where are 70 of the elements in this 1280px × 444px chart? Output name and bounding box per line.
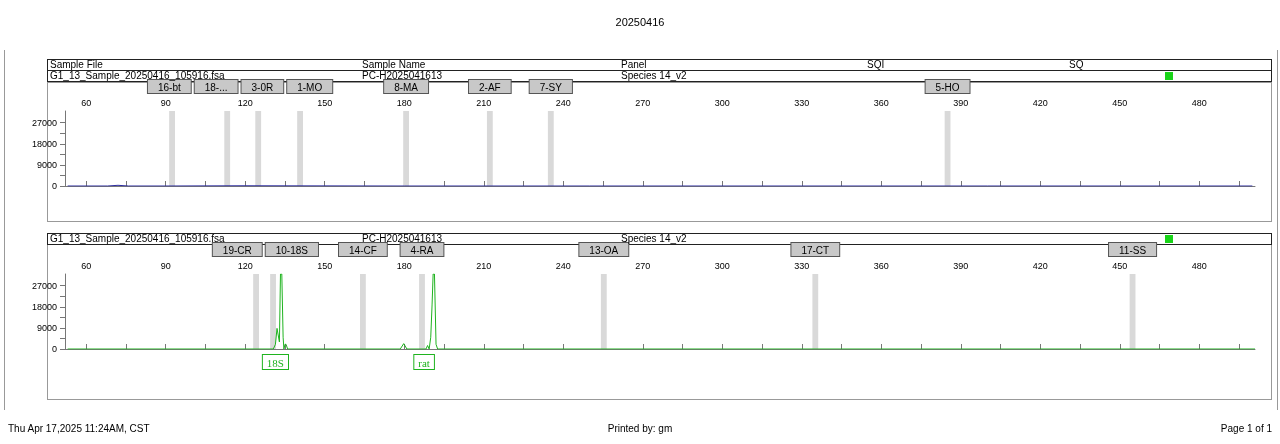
x-tick-label: 390 bbox=[953, 97, 969, 108]
x-tick-label: 360 bbox=[873, 97, 889, 108]
x-tick-label: 420 bbox=[1032, 260, 1048, 271]
text: PC-H2025041613 bbox=[362, 70, 443, 81]
x-tick-label: 480 bbox=[1191, 260, 1207, 271]
x-tick-label: 180 bbox=[396, 97, 412, 108]
y-tick-label: 27000 bbox=[31, 280, 57, 291]
chart-title: 20250416 bbox=[614, 16, 666, 28]
band-label: 17-CT bbox=[801, 244, 830, 256]
x-tick-label: 360 bbox=[873, 260, 889, 271]
text: Species 14_v2 bbox=[621, 70, 687, 81]
band-label: 19-CR bbox=[222, 244, 252, 256]
band-label: 13-OA bbox=[589, 244, 619, 256]
text: Printed by: gm bbox=[606, 423, 674, 434]
text: G1_13_Sample_20250416_105916.fsa bbox=[50, 70, 225, 81]
x-tick-label: 60 bbox=[81, 260, 92, 271]
text: Sample File bbox=[50, 59, 103, 70]
y-tick-label: 0 bbox=[51, 181, 57, 191]
y-tick-label: 27000 bbox=[31, 117, 57, 128]
x-tick-label: 90 bbox=[160, 97, 171, 108]
text: Page 1 of 1 bbox=[1220, 423, 1272, 434]
annotation: rat bbox=[418, 356, 430, 369]
x-tick-label: 300 bbox=[714, 260, 730, 271]
x-tick-label: 180 bbox=[396, 260, 412, 271]
band-label: 11-SS bbox=[1119, 244, 1147, 256]
x-tick-label: 450 bbox=[1112, 260, 1128, 271]
x-tick-label: 330 bbox=[794, 260, 810, 271]
x-tick-label: 270 bbox=[635, 97, 651, 108]
x-tick-label: 300 bbox=[714, 97, 730, 108]
text: Species 14_v2 bbox=[621, 233, 687, 244]
band-label: 2-AF bbox=[479, 81, 501, 93]
band-label: 4-RA bbox=[410, 244, 434, 256]
y-tick-label: 9000 bbox=[36, 159, 57, 170]
x-tick-label: 150 bbox=[317, 97, 333, 108]
x-tick-label: 210 bbox=[476, 97, 492, 108]
band-label: 10-18S bbox=[275, 244, 309, 256]
band-label: 16-bt bbox=[157, 81, 181, 93]
x-tick-label: 270 bbox=[635, 260, 651, 271]
x-tick-label: 120 bbox=[237, 97, 253, 108]
x-tick-label: 90 bbox=[160, 260, 171, 271]
x-tick-label: 240 bbox=[555, 260, 571, 271]
text: Panel bbox=[621, 59, 647, 70]
x-tick-label: 60 bbox=[81, 97, 92, 108]
y-tick-label: 9000 bbox=[36, 322, 57, 333]
band-label: 7-SY bbox=[539, 81, 563, 93]
x-tick-label: 210 bbox=[476, 260, 492, 271]
text: Sample Name bbox=[362, 59, 426, 70]
x-tick-label: 450 bbox=[1112, 97, 1128, 108]
band-label: 14-CF bbox=[349, 244, 377, 256]
text: Thu Apr 17,2025 11:24AM, CST bbox=[8, 423, 150, 434]
band-label: 18-... bbox=[204, 81, 228, 93]
x-tick-label: 150 bbox=[317, 260, 333, 271]
x-tick-label: 390 bbox=[953, 260, 969, 271]
band-label: 3-0R bbox=[251, 81, 274, 93]
x-tick-label: 480 bbox=[1191, 97, 1207, 108]
y-tick-label: 18000 bbox=[31, 301, 57, 312]
text: PC-H2025041613 bbox=[362, 233, 443, 244]
x-tick-label: 420 bbox=[1032, 97, 1048, 108]
x-tick-label: 120 bbox=[237, 260, 253, 271]
band-label: 1-MO bbox=[297, 81, 323, 93]
text: SQ bbox=[1069, 59, 1084, 70]
text: SQI bbox=[867, 59, 885, 70]
band-label: 5-HO bbox=[935, 81, 960, 93]
annotation: 18S bbox=[266, 356, 284, 369]
y-tick-label: 0 bbox=[51, 344, 57, 354]
band-label: 8-MA bbox=[394, 81, 419, 93]
x-tick-label: 240 bbox=[555, 97, 571, 108]
text: G1_13_Sample_20250416_105916.fsa bbox=[50, 233, 225, 244]
y-tick-label: 18000 bbox=[31, 138, 57, 149]
x-tick-label: 330 bbox=[794, 97, 810, 108]
